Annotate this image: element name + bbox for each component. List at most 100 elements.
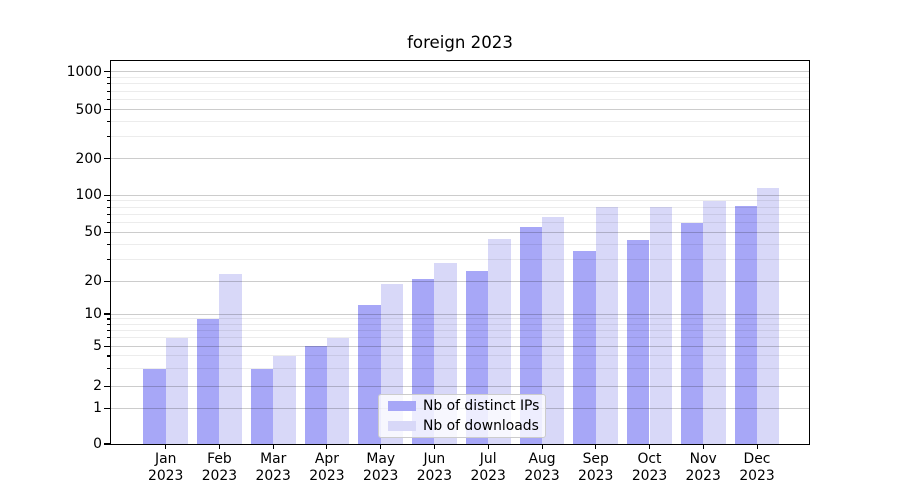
y-tick-label: 10 <box>84 306 102 322</box>
x-tick-year: 2023 <box>524 467 560 484</box>
x-tick-label: Jun 2023 <box>402 451 466 484</box>
bar-downloads <box>326 337 350 444</box>
bar-downloads <box>165 337 189 444</box>
x-tick-mark <box>326 445 328 449</box>
x-tick-mark <box>595 445 597 449</box>
x-tick-year: 2023 <box>201 467 238 484</box>
gridline-minor <box>111 90 809 92</box>
x-tick-label: Aug 2023 <box>510 451 574 484</box>
x-tick-month: Jan <box>154 451 177 467</box>
x-tick-label: Dec 2023 <box>725 451 789 484</box>
y-tick-mark <box>104 194 110 196</box>
y-tick-label: 500 <box>75 101 102 118</box>
y-tick-mark <box>104 345 110 347</box>
gridline-minor <box>111 200 809 202</box>
y-tick-mark-minor <box>107 318 110 320</box>
bar-distinct-ips <box>304 346 327 444</box>
x-tick-mark <box>541 445 543 449</box>
x-tick-mark <box>165 445 167 449</box>
y-tick-mark <box>104 407 110 409</box>
gridline-minor <box>111 323 809 325</box>
y-tick-label: 1000 <box>66 63 102 80</box>
legend-label-distinct-ips: Nb of distinct IPs <box>423 398 540 414</box>
x-tick-year: 2023 <box>631 467 668 484</box>
y-tick-mark-minor <box>107 355 110 357</box>
gridline-major <box>111 280 809 282</box>
x-tick-label: Mar 2023 <box>241 451 305 484</box>
x-tick-label: Feb 2023 <box>187 451 251 484</box>
y-tick-mark-minor <box>107 99 110 101</box>
bar-downloads <box>595 207 619 444</box>
y-tick-mark-minor <box>107 222 110 224</box>
x-tick-year: 2023 <box>416 467 453 484</box>
bar-distinct-ips <box>250 368 274 444</box>
x-tick-label: Nov 2023 <box>671 451 735 484</box>
gridline-minor <box>111 368 809 369</box>
x-tick-month: Aug <box>528 451 556 467</box>
y-tick-mark <box>104 108 110 111</box>
legend-swatch-distinct-ips <box>388 401 416 411</box>
x-tick-month: Mar <box>260 451 287 467</box>
y-tick-mark <box>104 443 110 445</box>
bar-downloads <box>757 187 780 444</box>
x-tick-label: Apr 2023 <box>295 451 359 484</box>
y-tick-mark-minor <box>107 200 110 202</box>
gridline-minor <box>111 206 809 208</box>
bar-distinct-ips <box>680 222 704 444</box>
y-tick-mark <box>104 385 110 387</box>
gridline-major <box>111 109 809 110</box>
bar-downloads <box>703 200 726 444</box>
x-tick-year: 2023 <box>470 467 506 484</box>
gridline-minor <box>111 222 809 223</box>
x-tick-mark <box>218 445 220 449</box>
gridline-minor <box>111 213 809 215</box>
chart-title: foreign 2023 <box>407 33 513 52</box>
x-tick-month: Apr <box>314 451 339 467</box>
gridline-major <box>111 231 809 233</box>
y-tick-mark <box>104 157 110 160</box>
x-tick-month: Dec <box>743 451 771 467</box>
legend-swatch-downloads <box>388 421 416 431</box>
y-tick-mark-minor <box>107 136 110 138</box>
x-tick-year: 2023 <box>148 467 184 484</box>
x-tick-year: 2023 <box>363 467 399 484</box>
x-tick-label: Jan 2023 <box>134 451 198 484</box>
bar-downloads <box>649 207 672 444</box>
x-tick-label: Jul 2023 <box>456 451 520 484</box>
x-tick-month: Oct <box>637 451 662 467</box>
y-tick-label: 1 <box>93 400 102 417</box>
x-tick-month: Feb <box>207 451 232 467</box>
gridline-minor <box>111 318 809 320</box>
y-tick-mark-minor <box>107 368 110 370</box>
y-tick-mark-minor <box>107 323 110 326</box>
x-tick-label: Sep 2023 <box>564 451 628 484</box>
gridline-major <box>111 345 809 347</box>
y-tick-mark-minor <box>107 259 110 261</box>
gridline-minor <box>111 76 809 78</box>
x-tick-mark <box>702 445 704 449</box>
x-tick-mark <box>380 445 382 449</box>
gridline-minor <box>111 136 809 138</box>
bar-downloads <box>273 355 296 444</box>
y-tick-mark <box>104 313 110 315</box>
x-tick-mark <box>649 445 650 449</box>
y-tick-mark-minor <box>107 213 110 215</box>
gridline-minor <box>111 330 809 332</box>
gridline-major <box>111 71 809 72</box>
gridline-minor <box>111 83 809 85</box>
y-tick-label: 100 <box>75 187 102 204</box>
bar-distinct-ips <box>627 240 650 444</box>
bar-downloads <box>219 273 242 444</box>
x-tick-month: May <box>366 451 396 467</box>
legend-item-downloads: Nb of downloads <box>388 418 539 434</box>
legend-label-downloads: Nb of downloads <box>423 418 539 434</box>
gridline-major <box>111 194 809 196</box>
x-tick-label: May 2023 <box>349 451 413 484</box>
y-tick-mark <box>104 280 110 282</box>
bar-distinct-ips <box>143 368 166 444</box>
y-tick-label: 2 <box>93 378 102 395</box>
y-tick-label: 200 <box>75 150 102 167</box>
y-tick-mark-minor <box>107 337 110 339</box>
x-tick-year: 2023 <box>739 467 775 484</box>
bar-distinct-ips <box>573 251 596 444</box>
